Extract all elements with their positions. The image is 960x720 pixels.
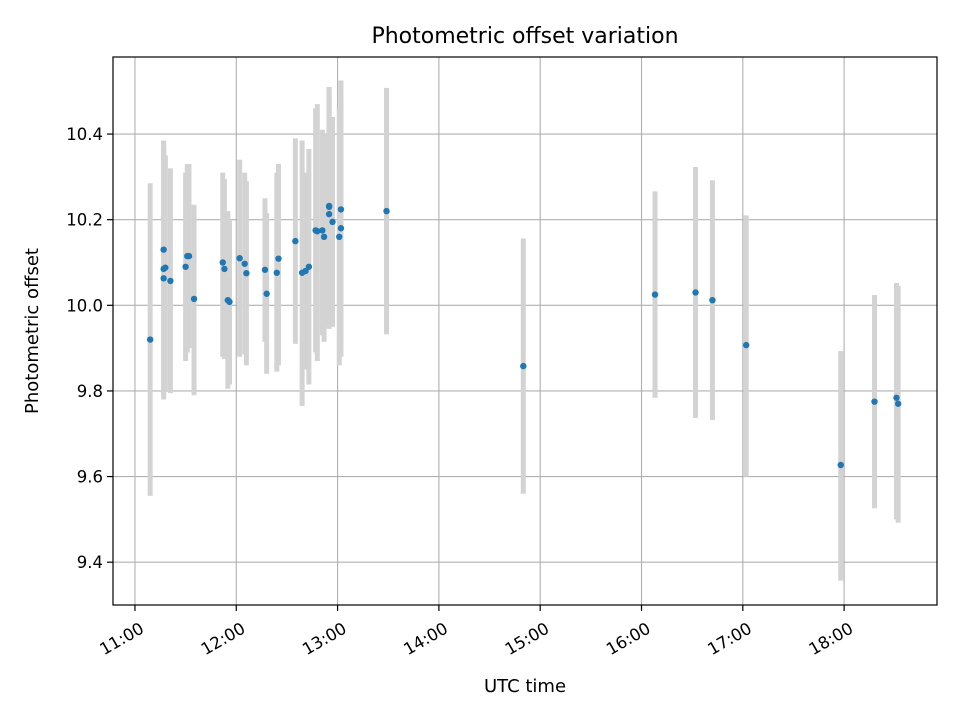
data-point [292, 237, 299, 245]
data-point [893, 394, 900, 401]
data-point [261, 266, 269, 273]
y-tick-label: 10.4 [66, 125, 103, 144]
data-point [263, 290, 270, 297]
data-point [520, 362, 527, 370]
data-point [692, 289, 699, 296]
data-point [325, 210, 333, 218]
data-point [314, 228, 321, 235]
grid-lines [113, 57, 937, 605]
data-point [742, 341, 750, 349]
data-point [871, 398, 878, 405]
data-point [185, 252, 193, 260]
data-points [146, 202, 902, 469]
data-point [241, 260, 248, 267]
data-point [329, 218, 336, 226]
x-axis-label: UTC time [484, 676, 566, 697]
data-point [167, 277, 174, 285]
data-point [894, 400, 902, 407]
data-point [219, 259, 226, 266]
data-point [146, 336, 154, 343]
x-tick-label: 14:00 [400, 619, 451, 659]
y-tick-label: 9.8 [77, 382, 103, 401]
data-point [709, 296, 716, 304]
x-tick-label: 16:00 [603, 619, 654, 659]
y-axis-label: Photometric offset [22, 248, 43, 414]
x-tick-label: 13:00 [299, 619, 350, 659]
data-point [275, 255, 282, 262]
data-point [383, 207, 390, 215]
data-point [236, 255, 243, 262]
y-tick-label: 9.6 [77, 468, 103, 487]
data-point [302, 267, 309, 275]
x-tick-label: 17:00 [704, 619, 755, 659]
data-point [221, 265, 228, 273]
x-axis: 11:00 12:00 13:00 14:00 15:00 16:00 17:00 18:00 [96, 605, 856, 659]
y-axis: 9.4 9.6 9.8 10.0 10.2 10.4 [66, 125, 113, 572]
data-point [160, 246, 167, 253]
data-point [190, 295, 198, 303]
chart-title: Photometric offset variation [371, 24, 678, 49]
error-bars [147, 80, 901, 581]
data-point [325, 203, 333, 211]
y-tick-label: 9.4 [77, 553, 103, 572]
data-point [337, 225, 345, 232]
data-point [182, 263, 189, 270]
data-point [837, 461, 844, 469]
data-point [319, 227, 326, 234]
data-point [320, 233, 328, 241]
data-point [651, 291, 659, 298]
y-tick-label: 10.2 [66, 211, 103, 230]
x-tick-label: 15:00 [502, 619, 553, 659]
data-point [160, 275, 167, 282]
data-point [162, 264, 169, 271]
y-tick-label: 10.0 [66, 296, 103, 315]
data-point [243, 270, 250, 277]
data-point [226, 298, 233, 306]
plot-frame [112, 56, 938, 606]
x-tick-label: 18:00 [806, 619, 857, 659]
x-tick-label: 11:00 [96, 619, 147, 659]
data-point [336, 233, 343, 241]
data-point [337, 206, 345, 213]
data-point [305, 263, 313, 270]
data-point [273, 269, 280, 276]
x-tick-label: 12:00 [198, 619, 249, 659]
